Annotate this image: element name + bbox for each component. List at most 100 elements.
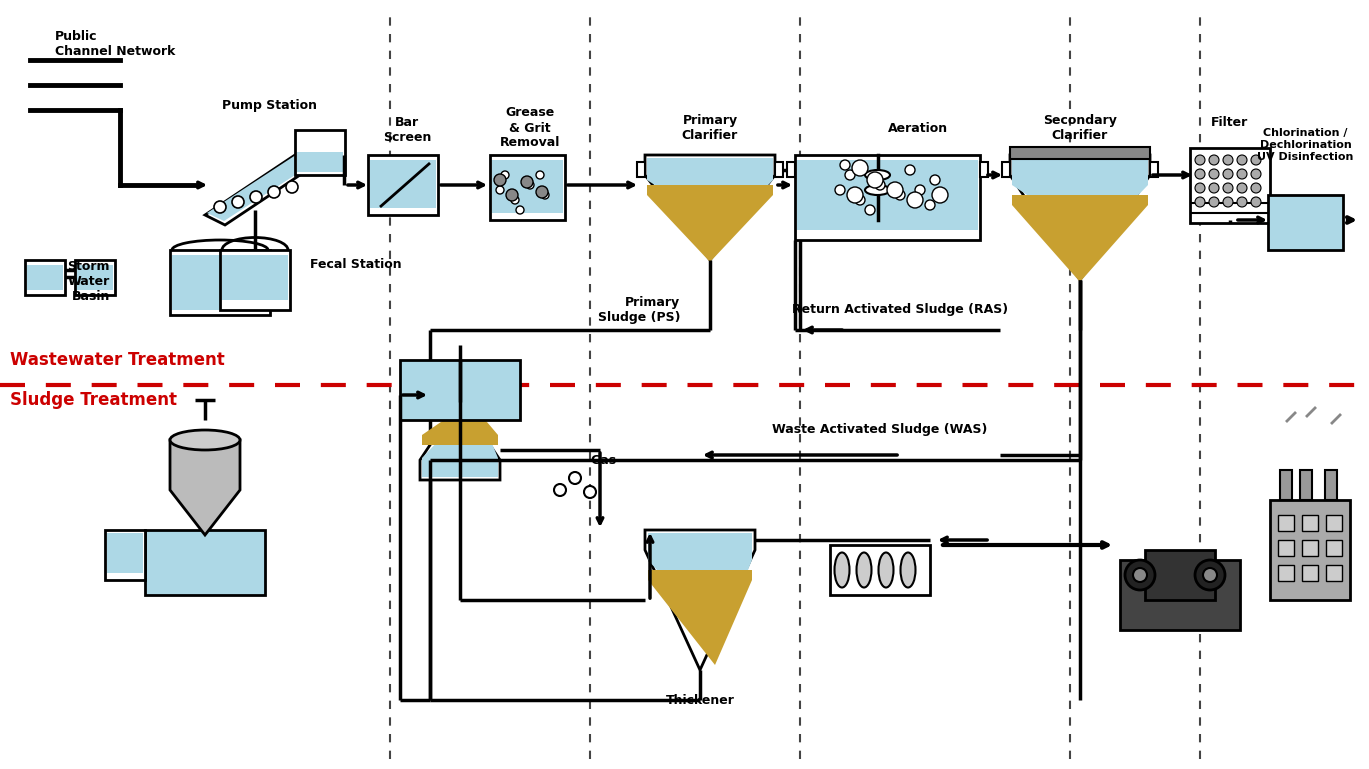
Polygon shape bbox=[1120, 560, 1240, 630]
Circle shape bbox=[1251, 169, 1261, 179]
Text: Primary
Sludge (PS): Primary Sludge (PS) bbox=[597, 296, 680, 324]
Polygon shape bbox=[1301, 470, 1312, 500]
Circle shape bbox=[847, 187, 862, 203]
Circle shape bbox=[867, 172, 883, 188]
Circle shape bbox=[516, 206, 524, 214]
Circle shape bbox=[845, 170, 856, 180]
Polygon shape bbox=[207, 147, 326, 221]
Polygon shape bbox=[172, 255, 268, 310]
Polygon shape bbox=[422, 402, 498, 477]
Polygon shape bbox=[220, 250, 290, 310]
Polygon shape bbox=[645, 530, 754, 670]
Text: Thickener: Thickener bbox=[665, 694, 734, 707]
Polygon shape bbox=[105, 530, 145, 580]
Circle shape bbox=[1223, 183, 1233, 193]
Circle shape bbox=[522, 176, 533, 188]
Ellipse shape bbox=[901, 552, 916, 588]
Text: Bar
Screen: Bar Screen bbox=[383, 116, 431, 144]
Polygon shape bbox=[797, 160, 977, 230]
Circle shape bbox=[1134, 568, 1147, 582]
Ellipse shape bbox=[170, 430, 240, 450]
Polygon shape bbox=[420, 400, 500, 480]
Circle shape bbox=[554, 484, 565, 496]
Text: Gas: Gas bbox=[590, 454, 616, 467]
Ellipse shape bbox=[835, 552, 850, 588]
Circle shape bbox=[501, 171, 509, 179]
Polygon shape bbox=[1010, 147, 1150, 159]
Circle shape bbox=[1195, 560, 1225, 590]
Polygon shape bbox=[980, 162, 988, 177]
Polygon shape bbox=[1144, 550, 1216, 600]
Polygon shape bbox=[400, 360, 520, 420]
Polygon shape bbox=[205, 145, 330, 225]
Circle shape bbox=[214, 201, 226, 213]
Polygon shape bbox=[1268, 195, 1343, 250]
Polygon shape bbox=[1302, 515, 1318, 531]
Text: Aeration: Aeration bbox=[887, 122, 947, 135]
Polygon shape bbox=[370, 160, 435, 208]
Circle shape bbox=[507, 189, 517, 201]
Polygon shape bbox=[1010, 155, 1150, 280]
Circle shape bbox=[231, 196, 244, 208]
Circle shape bbox=[1251, 183, 1261, 193]
Polygon shape bbox=[297, 152, 344, 172]
Circle shape bbox=[537, 171, 543, 179]
Polygon shape bbox=[1327, 515, 1342, 531]
Circle shape bbox=[887, 182, 904, 198]
Polygon shape bbox=[1325, 470, 1338, 500]
Polygon shape bbox=[294, 130, 345, 175]
Circle shape bbox=[1251, 197, 1261, 207]
Text: Return Activated Sludge (RAS): Return Activated Sludge (RAS) bbox=[791, 304, 1008, 317]
Text: Pump Station: Pump Station bbox=[223, 98, 318, 112]
Circle shape bbox=[1238, 169, 1247, 179]
Polygon shape bbox=[1302, 565, 1318, 581]
Polygon shape bbox=[1279, 565, 1294, 581]
Text: Public
Channel Network: Public Channel Network bbox=[55, 30, 175, 58]
Polygon shape bbox=[1190, 148, 1270, 223]
Polygon shape bbox=[1279, 540, 1294, 556]
Circle shape bbox=[841, 160, 850, 170]
Circle shape bbox=[496, 186, 504, 194]
Text: Chlorination /
Dechlorination
UV Disinfection: Chlorination / Dechlorination UV Disinfe… bbox=[1257, 128, 1354, 161]
Circle shape bbox=[1195, 169, 1205, 179]
Text: Fecal Station: Fecal Station bbox=[309, 258, 401, 271]
Circle shape bbox=[1238, 155, 1247, 165]
Polygon shape bbox=[795, 155, 980, 240]
Polygon shape bbox=[1012, 195, 1149, 282]
Circle shape bbox=[1203, 568, 1217, 582]
Polygon shape bbox=[1327, 565, 1342, 581]
Circle shape bbox=[852, 160, 868, 176]
Polygon shape bbox=[422, 402, 498, 445]
Polygon shape bbox=[1327, 540, 1342, 556]
Polygon shape bbox=[107, 533, 142, 573]
Circle shape bbox=[1195, 183, 1205, 193]
Circle shape bbox=[511, 196, 519, 204]
Polygon shape bbox=[368, 155, 438, 215]
Polygon shape bbox=[27, 265, 63, 290]
Polygon shape bbox=[1280, 470, 1292, 500]
Polygon shape bbox=[222, 255, 287, 300]
Circle shape bbox=[268, 186, 281, 198]
Circle shape bbox=[526, 181, 534, 189]
Polygon shape bbox=[1150, 162, 1158, 177]
Text: Wastewater Treatment: Wastewater Treatment bbox=[10, 351, 225, 369]
Ellipse shape bbox=[865, 170, 890, 180]
Circle shape bbox=[930, 175, 941, 185]
Polygon shape bbox=[145, 530, 266, 595]
Circle shape bbox=[1223, 197, 1233, 207]
Polygon shape bbox=[75, 260, 115, 295]
Circle shape bbox=[835, 185, 845, 195]
Circle shape bbox=[1209, 155, 1218, 165]
Polygon shape bbox=[645, 155, 775, 260]
Text: Grease
& Grit
Removal: Grease & Grit Removal bbox=[500, 106, 560, 149]
Text: Storm
Water
Basin: Storm Water Basin bbox=[67, 260, 110, 303]
Circle shape bbox=[570, 472, 580, 484]
Polygon shape bbox=[787, 162, 795, 177]
Circle shape bbox=[494, 174, 507, 186]
Circle shape bbox=[1238, 183, 1247, 193]
Polygon shape bbox=[1302, 540, 1318, 556]
Polygon shape bbox=[648, 570, 752, 665]
Polygon shape bbox=[648, 533, 752, 640]
Polygon shape bbox=[25, 260, 64, 295]
Text: Filter: Filter bbox=[1212, 115, 1249, 128]
